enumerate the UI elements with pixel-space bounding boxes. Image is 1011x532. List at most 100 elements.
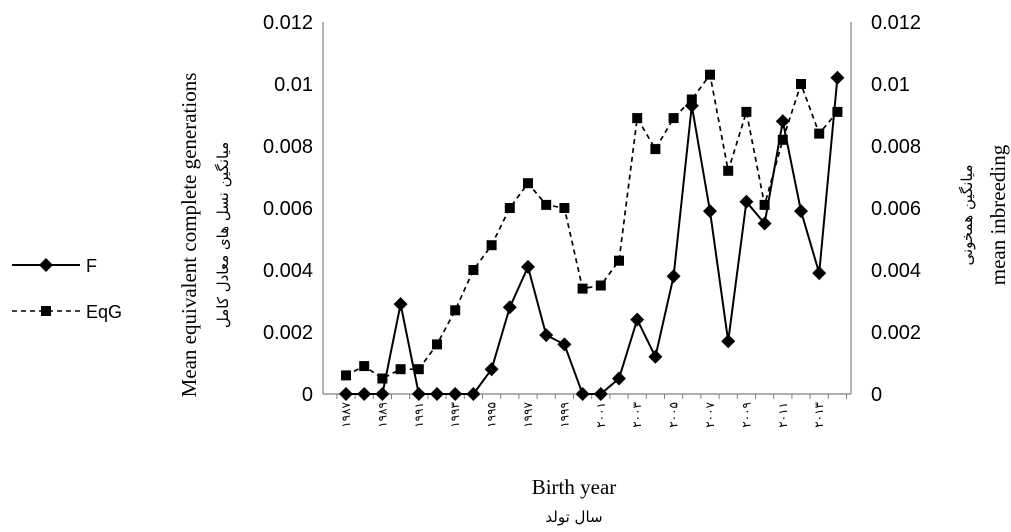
x-tick-label: ۱۹۹۹ — [557, 402, 571, 428]
x-tick-label: ۲۰۰۳ — [630, 401, 644, 427]
right-y-tick-label: 0.008 — [871, 136, 921, 158]
right-y-tick-labels: 0 0.002 0.004 0.006 0.008 0.01 0.012 — [871, 12, 921, 406]
data-point-f — [775, 114, 790, 129]
data-point-eqg — [377, 373, 388, 384]
data-point-f — [575, 387, 590, 401]
x-axis-title: Birth year — [532, 475, 617, 499]
data-point-f — [612, 371, 626, 386]
data-point-eqg — [832, 106, 843, 117]
legend-label-f: F — [86, 256, 97, 276]
left-y-tick-label: 0.012 — [263, 12, 313, 34]
data-point-f — [393, 297, 408, 312]
x-tick-label: ۲۰۱۳ — [812, 401, 826, 427]
x-tick-label: ۱۹۹۵ — [485, 402, 499, 428]
legend-marker-f — [39, 258, 53, 272]
data-point-f — [484, 362, 499, 377]
data-point-eqg — [777, 134, 788, 145]
data-point-eqg — [814, 128, 825, 139]
x-tick-label: ۱۹۹۳ — [448, 401, 462, 427]
right-y-tick-label: 0.006 — [871, 198, 921, 220]
data-point-f — [593, 387, 608, 401]
plot-area: 0 0.002 0.004 0.006 0.008 0.01 0.012 0 0.002 0.0… — [263, 12, 921, 428]
data-point-eqg — [577, 283, 588, 294]
series-layer — [339, 69, 845, 401]
data-point-f — [521, 259, 535, 274]
x-axis-title-fa: سال تولد — [545, 508, 602, 526]
x-tick-label: ۲۰۱۱ — [776, 402, 790, 428]
data-point-f — [430, 387, 444, 401]
data-point-eqg — [759, 199, 770, 210]
data-point-eqg — [486, 240, 497, 251]
data-point-eqg — [523, 178, 533, 189]
legend: F EqG — [12, 256, 122, 322]
data-point-f — [703, 204, 717, 219]
x-tick-labels: ۱۹۸۷ ۱۹۸۹ ۱۹۹۱ ۱۹۹۳ ۱۹۹۵ ۱۹۹۷ ۱۹۹۹ ۲۰۰۱ ۲۰۰۳ ۲۰۰۵… — [339, 401, 826, 427]
data-point-f — [830, 70, 845, 85]
data-point-f — [539, 328, 554, 343]
data-point-eqg — [723, 165, 734, 176]
data-point-eqg — [559, 203, 570, 213]
left-y-tick-label: 0.008 — [263, 136, 313, 158]
right-y-tick-label: 0.01 — [871, 74, 910, 96]
x-tick-label: ۱۹۹۱ — [412, 402, 426, 428]
data-point-eqg — [341, 370, 351, 381]
data-point-eqg — [468, 265, 479, 275]
data-point-eqg — [504, 203, 515, 213]
data-point-eqg — [413, 364, 424, 375]
left-y-tick-label: 0.002 — [263, 322, 313, 344]
data-point-eqg — [741, 106, 752, 117]
left-y-tick-label: 0.004 — [263, 260, 313, 282]
x-tick-label: ۱۹۸۷ — [339, 401, 353, 427]
data-point-f — [630, 312, 645, 327]
data-point-f — [557, 337, 572, 352]
series-line-eqg — [345, 72, 839, 380]
data-point-f — [502, 300, 517, 315]
data-point-eqg — [796, 79, 806, 89]
left-y-axis-title-fa: میانگین نسل های معادل کامل — [214, 142, 232, 328]
series-line-f — [346, 77, 839, 395]
data-point-f — [757, 216, 772, 231]
right-y-tick-label: 0.004 — [871, 260, 921, 282]
data-point-f — [448, 387, 463, 401]
data-point-eqg — [632, 113, 643, 124]
data-point-eqg — [395, 364, 406, 375]
data-point-f — [357, 387, 372, 401]
left-y-tick-label: 0 — [302, 384, 313, 406]
left-y-tick-labels: 0 0.002 0.004 0.006 0.008 0.01 0.012 — [263, 12, 313, 406]
data-point-eqg — [432, 339, 442, 350]
left-y-axis-title: Mean equivalent complete generations — [177, 73, 201, 398]
data-point-eqg — [686, 94, 697, 105]
x-tick-label: ۲۰۰۵ — [667, 402, 681, 428]
data-point-eqg — [650, 144, 661, 155]
right-y-axis-title-fa: میانگین همخونی — [958, 165, 976, 266]
data-point-f — [466, 387, 481, 401]
data-point-f — [411, 387, 426, 401]
data-point-f — [666, 269, 681, 284]
data-point-f — [812, 266, 827, 281]
data-point-eqg — [668, 113, 679, 124]
right-y-tick-label: 0.002 — [871, 322, 921, 344]
data-point-f — [721, 334, 736, 349]
x-tick-label: ۲۰۰۹ — [739, 402, 753, 428]
data-point-f — [794, 204, 808, 219]
data-point-f — [375, 387, 390, 401]
data-point-eqg — [450, 305, 461, 316]
x-tick-label: ۲۰۰۱ — [594, 402, 608, 428]
data-point-eqg — [614, 255, 624, 266]
data-point-f — [339, 387, 353, 401]
legend-marker-eqg — [41, 306, 51, 316]
left-y-tick-label: 0.01 — [274, 74, 313, 96]
right-y-axis-title: mean inbreeding — [986, 144, 1010, 285]
legend-label-eqg: EqG — [86, 302, 122, 322]
right-y-tick-label: 0 — [871, 384, 882, 406]
x-tick-label: ۲۰۰۷ — [703, 401, 717, 427]
left-y-tick-label: 0.006 — [263, 198, 313, 220]
data-point-f — [648, 349, 663, 364]
data-point-eqg — [541, 199, 552, 210]
data-point-eqg — [359, 361, 370, 372]
x-tick-label: ۱۹۹۷ — [521, 401, 535, 427]
data-point-eqg — [595, 280, 606, 291]
data-point-f — [739, 194, 754, 209]
right-y-tick-label: 0.012 — [871, 12, 921, 34]
